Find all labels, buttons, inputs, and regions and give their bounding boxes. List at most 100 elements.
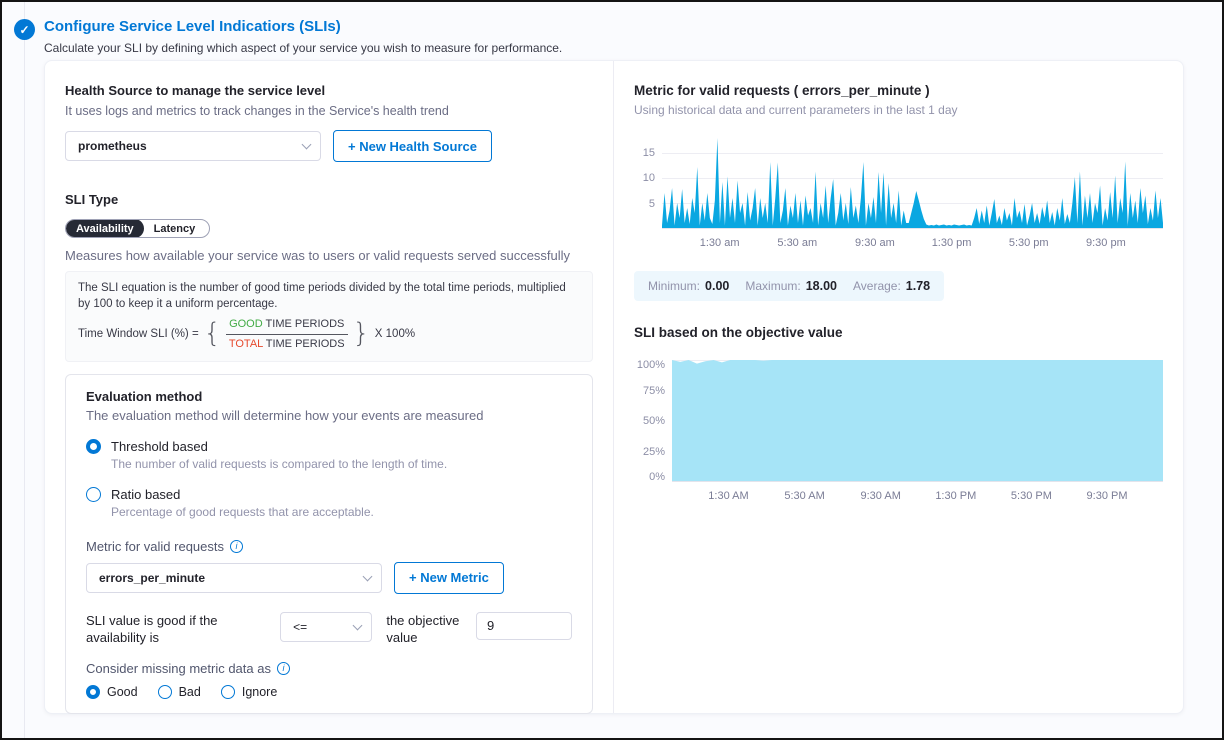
x-tick-label: 5:30 am	[777, 237, 818, 249]
equation-suffix: X 100%	[374, 327, 416, 340]
missing-data-bad-option[interactable]: Bad	[157, 684, 201, 699]
operator-value: <=	[293, 619, 308, 634]
denominator-rest: TIME PERIODS	[262, 337, 345, 350]
metric-select[interactable]: errors_per_minute	[86, 562, 382, 593]
ratio-based-radio-row[interactable]: Ratio based	[86, 486, 572, 502]
sli-good-if-text: SLI value is good if the availability is	[86, 612, 218, 646]
new-metric-button[interactable]: + New Metric	[394, 561, 504, 594]
chart-area-series	[662, 137, 1163, 228]
sli-equation-text: The SLI equation is the number of good t…	[78, 282, 566, 310]
sli-chart-y-axis: 100% 75% 50% 25% 0%	[634, 358, 672, 484]
threshold-based-radio[interactable]	[86, 438, 101, 454]
left-column: Health Source to manage the service leve…	[45, 61, 613, 714]
bad-label: Bad	[178, 684, 201, 699]
y-tick-label: 25%	[642, 445, 665, 458]
new-health-source-button[interactable]: + New Health Source	[333, 130, 492, 162]
right-column: Metric for valid requests ( errors_per_m…	[613, 61, 1183, 713]
page-subtitle: Calculate your SLI by defining which asp…	[44, 41, 563, 55]
page-title: Configure Service Level Indicatiors (SLI…	[44, 18, 341, 35]
y-tick-label: 0%	[649, 471, 665, 484]
metric-chart-y-axis: 15 10 5	[634, 133, 662, 229]
sli-chart-plot	[672, 360, 1163, 482]
missing-data-ignore-option[interactable]: Ignore	[220, 684, 278, 699]
y-tick-label: 100%	[636, 358, 665, 371]
average-label: Average:	[852, 279, 901, 293]
threshold-based-label: Threshold based	[111, 438, 208, 454]
y-tick-label: 5	[648, 197, 655, 210]
minimum-label: Minimum:	[648, 279, 701, 293]
x-tick-label: 1:30 am	[699, 237, 740, 249]
ratio-based-label: Ratio based	[111, 486, 181, 502]
equation-fraction: GOOD TIME PERIODS TOTAL TIME PERIODS	[225, 317, 348, 352]
sli-config-card: Health Source to manage the service leve…	[44, 60, 1184, 714]
metric-label-text: Metric for valid requests	[86, 538, 224, 554]
gridline	[662, 178, 1163, 179]
sli-equation-box: The SLI equation is the number of good t…	[65, 271, 593, 362]
average-stat: Average: 1.78	[853, 279, 930, 293]
maximum-label: Maximum:	[745, 279, 801, 293]
total-time-periods-label: TOTAL	[228, 337, 263, 350]
sli-type-toggle: Availability Latency	[65, 219, 211, 238]
gridline	[662, 153, 1163, 154]
stepper-line	[24, 2, 25, 738]
metric-stats-chip: Minimum: 0.00 Maximum: 18.00 Average: 1.…	[634, 271, 945, 301]
good-label: Good	[107, 684, 138, 699]
page-header: ✓ Configure Service Level Indicatiors (S…	[14, 18, 562, 55]
sli-chart-title: SLI based on the objective value	[634, 325, 843, 340]
y-tick-label: 15	[642, 147, 655, 160]
missing-data-label-text: Consider missing metric data as	[86, 660, 271, 676]
missing-data-good-option[interactable]: Good	[86, 684, 138, 699]
threshold-based-description: The number of valid requests is compared…	[111, 456, 448, 471]
bad-radio[interactable]	[157, 684, 172, 699]
x-tick-label: 9:30 PM	[1086, 490, 1128, 502]
evaluation-method-card: Evaluation method The evaluation method …	[65, 373, 593, 714]
missing-data-options: Good Bad Ignore	[86, 684, 572, 699]
info-icon[interactable]: i	[230, 539, 243, 553]
info-icon[interactable]: i	[276, 661, 290, 675]
maximum-stat: Maximum: 18.00	[745, 279, 837, 293]
equation-prefix: Time Window SLI (%) =	[78, 327, 199, 340]
operator-select[interactable]: <=	[280, 611, 373, 642]
threshold-based-option: Threshold based The number of valid requ…	[86, 438, 572, 471]
health-source-subtitle: It uses logs and metrics to track change…	[65, 104, 449, 118]
x-tick-label: 5:30 pm	[1008, 237, 1049, 249]
metric-chart-title: Metric for valid requests ( errors_per_m…	[634, 83, 930, 98]
sli-type-description: Measures how available your service was …	[65, 248, 571, 263]
health-source-title: Health Source to manage the service leve…	[65, 83, 326, 98]
sli-chart: 100% 75% 50% 25% 0% 1:30 AM 5:30 AM 9:30 AM 1:3…	[634, 358, 1163, 504]
missing-data-label: Consider missing metric data as i	[86, 661, 572, 676]
x-tick-label: 9:30 pm	[1086, 237, 1126, 249]
metric-for-valid-requests-label: Metric for valid requests i	[86, 539, 572, 554]
good-radio[interactable]	[86, 684, 100, 699]
x-tick-label: 9:30 AM	[860, 490, 901, 502]
gridline	[662, 203, 1163, 204]
ratio-based-radio[interactable]	[86, 486, 101, 502]
maximum-value: 18.00	[805, 279, 837, 293]
chevron-down-icon	[301, 139, 312, 150]
sli-type-availability-pill[interactable]: Availability	[66, 220, 144, 237]
health-source-select[interactable]: prometheus	[65, 131, 321, 161]
left-brace: {	[203, 318, 221, 350]
sli-type-title: SLI Type	[65, 192, 119, 207]
objective-value-input[interactable]	[476, 611, 572, 640]
x-tick-label: 5:30 AM	[784, 490, 825, 502]
ignore-label: Ignore	[241, 684, 278, 699]
minimum-stat: Minimum: 0.00	[648, 279, 729, 293]
y-tick-label: 50%	[642, 415, 665, 427]
threshold-based-radio-row[interactable]: Threshold based	[86, 438, 572, 454]
chevron-down-icon	[362, 571, 373, 582]
y-tick-label: 75%	[642, 384, 665, 397]
evaluation-method-subtitle: The evaluation method will determine how…	[86, 407, 484, 423]
sli-type-latency-pill[interactable]: Latency	[153, 222, 196, 235]
y-tick-label: 10	[642, 172, 655, 185]
ignore-radio[interactable]	[220, 684, 235, 699]
ratio-based-description: Percentage of good requests that are acc…	[111, 504, 374, 519]
ratio-based-option: Ratio based Percentage of good requests …	[86, 486, 572, 519]
metric-chart-x-axis: 1:30 am 5:30 am 9:30 am 1:30 pm 5:30 pm 9:30 …	[662, 229, 1163, 251]
x-tick-label: 1:30 PM	[935, 490, 977, 502]
x-tick-label: 1:30 AM	[708, 490, 749, 502]
right-brace: }	[352, 318, 370, 350]
chevron-down-icon	[352, 620, 363, 631]
sli-equation-formula: Time Window SLI (%) = { GOOD TIME PERIOD…	[78, 317, 580, 352]
